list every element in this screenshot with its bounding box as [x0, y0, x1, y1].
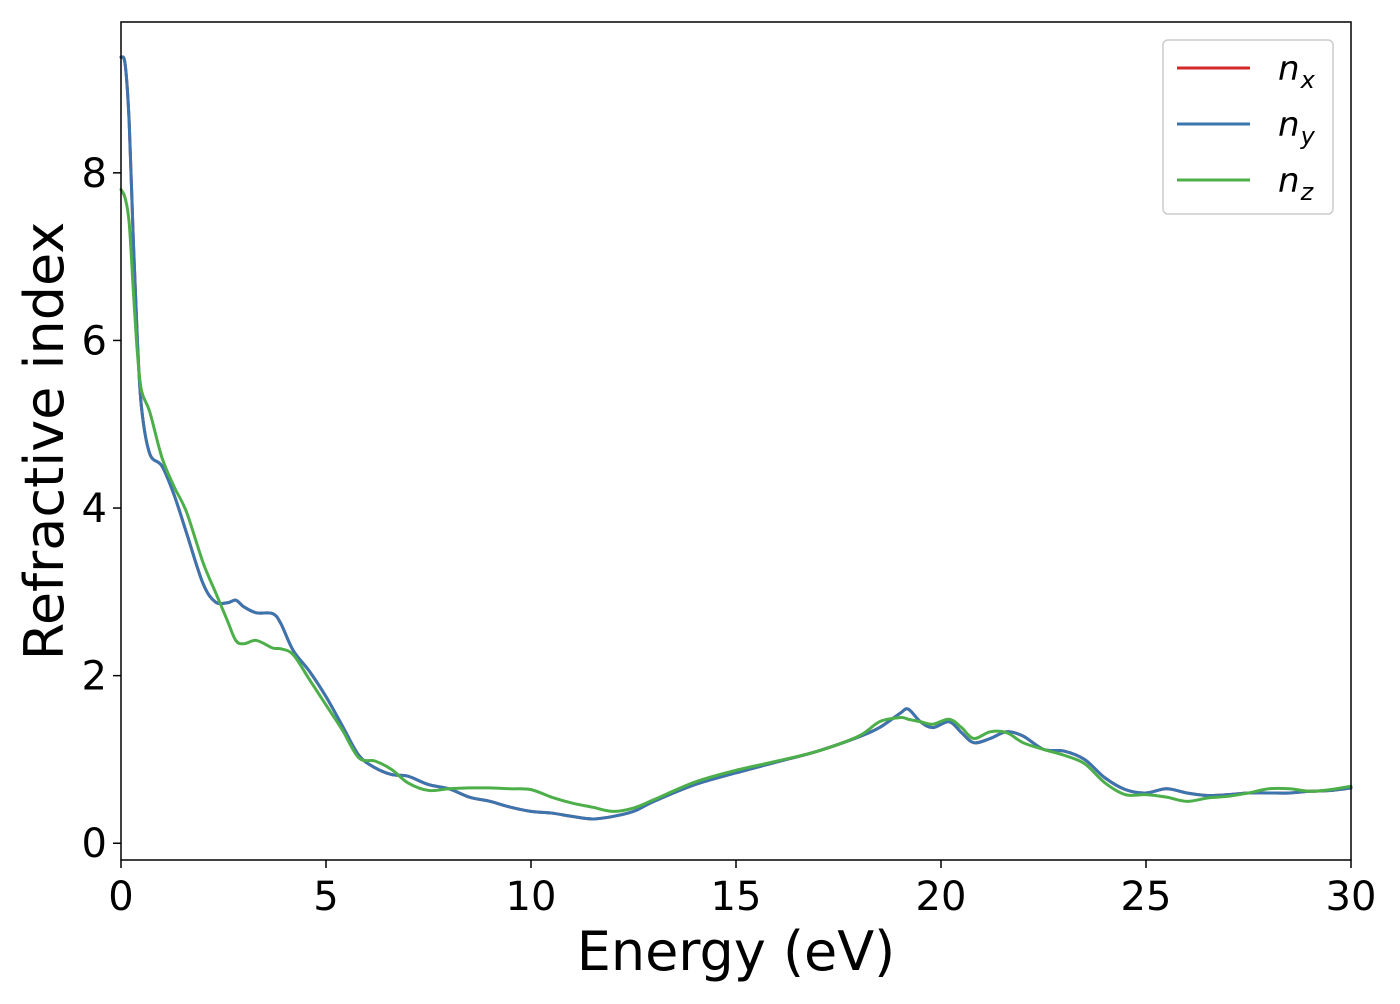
series-lines [119, 55, 1353, 821]
legend-label-y: ny [1278, 105, 1316, 150]
y-tick-label: 0 [82, 821, 107, 867]
x-tick-label: 30 [1326, 874, 1377, 920]
x-tick-label: 15 [711, 874, 762, 920]
x-tick-label: 25 [1121, 874, 1172, 920]
legend-entries: nx ny nz [1177, 49, 1316, 206]
y-tick-label: 2 [82, 654, 107, 700]
x-axis-ticks: 0 5 10 15 20 25 30 [108, 860, 1376, 920]
y-tick-label: 6 [82, 318, 107, 364]
x-tick-label: 20 [916, 874, 967, 920]
legend-label-x: nx [1278, 49, 1316, 94]
x-tick-label: 0 [108, 874, 133, 920]
series-line-y [119, 55, 1353, 821]
y-tick-label: 4 [82, 486, 107, 532]
x-tick-label: 5 [313, 874, 338, 920]
x-axis-label: Energy (eV) [577, 920, 896, 983]
legend-box [1162, 39, 1334, 215]
y-axis-label: Refractive index [13, 222, 76, 661]
x-tick-label: 10 [506, 874, 557, 920]
y-tick-label: 8 [82, 151, 107, 197]
legend-label-z: nz [1278, 161, 1315, 206]
series-line-z [119, 188, 1353, 813]
legend: nx ny nz [1162, 39, 1334, 215]
y-axis-ticks: 0 2 4 6 8 [82, 151, 121, 867]
